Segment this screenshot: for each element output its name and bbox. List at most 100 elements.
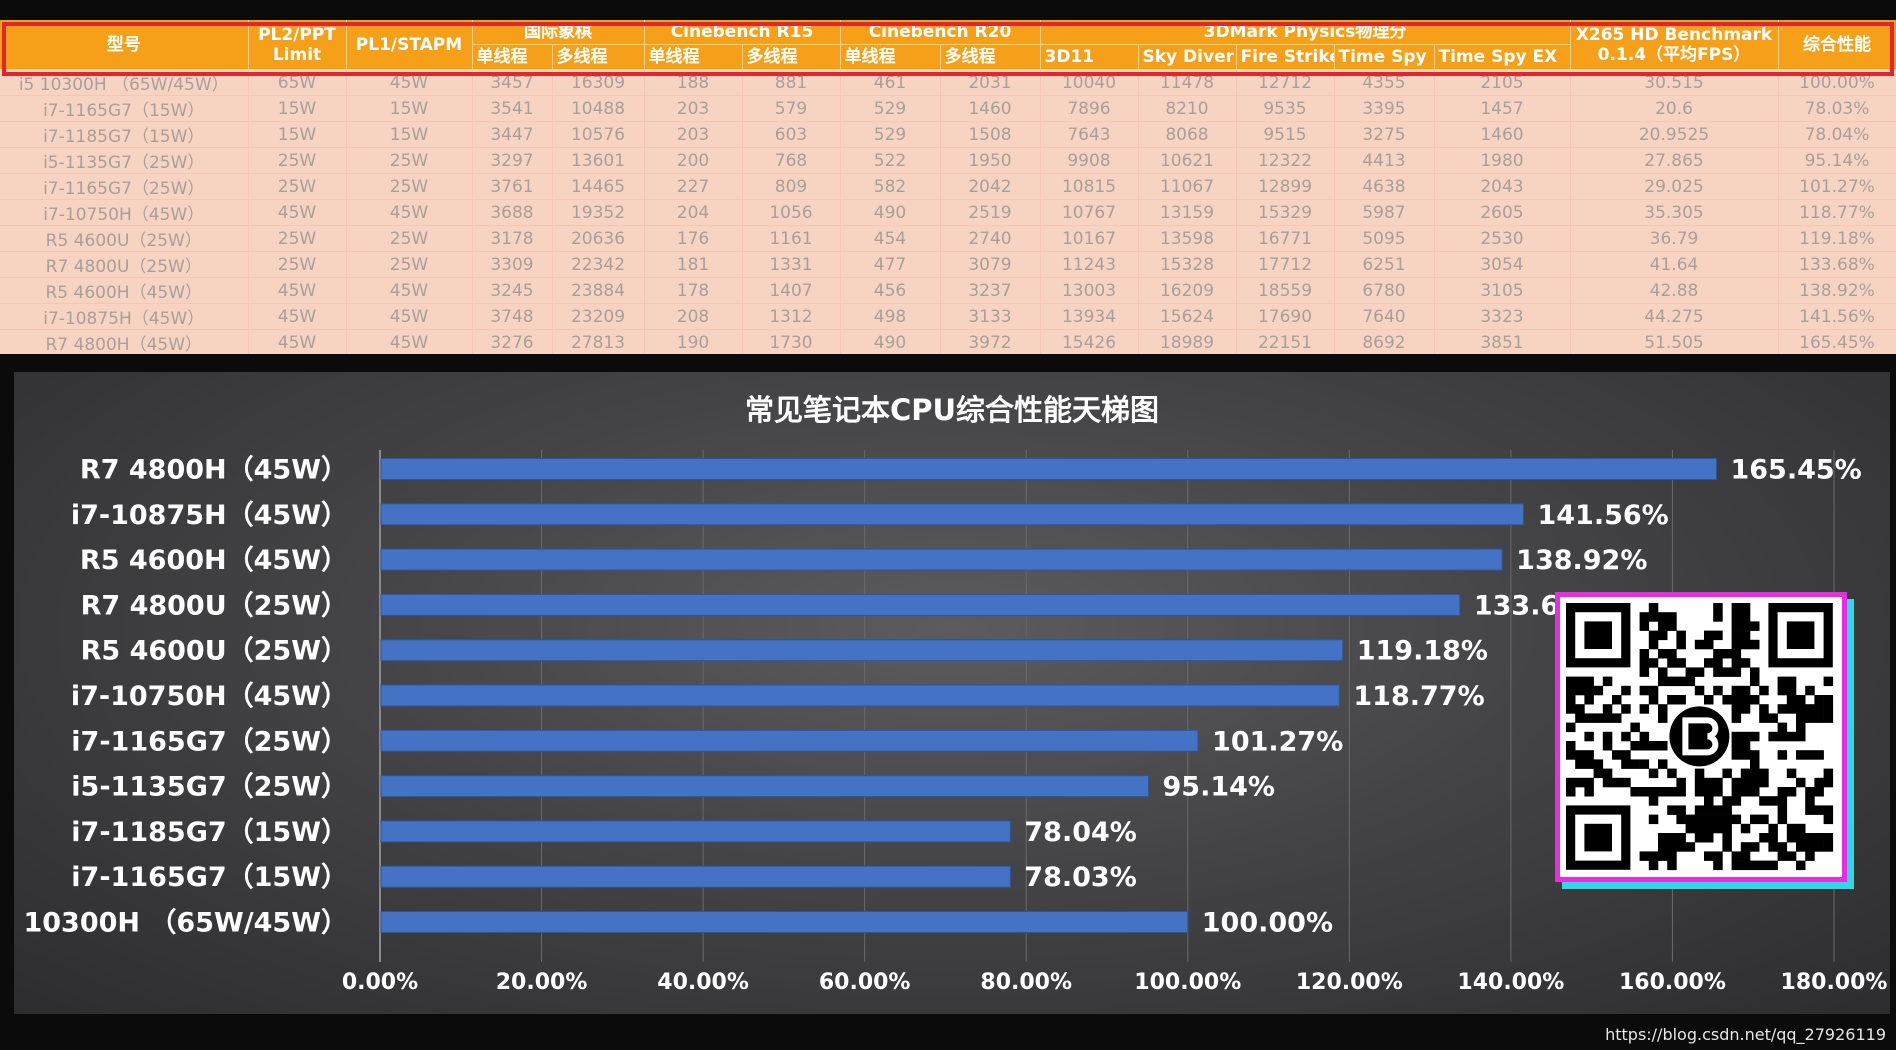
table-subheader-cell: 多线程 [742,44,841,70]
table-cell: 15W [248,121,347,148]
table-cell: 78.03% [1778,95,1896,122]
table-cell: 4638 [1334,173,1435,200]
qr-code-icon [1566,603,1834,871]
table-cell: 25W [248,173,347,200]
data-label: 119.18% [1357,636,1488,667]
data-label: 101.27% [1212,726,1343,757]
data-label: 100.00% [1202,908,1333,939]
table-cell: 2605 [1434,199,1571,226]
benchmark-table: 型号 PL2/PPT Limit PL1/STAPM 国际象棋 Cinebench R1… [0,20,1896,354]
table-cell: 603 [742,121,841,148]
table-cell: 2043 [1434,173,1571,200]
data-label: 78.04% [1024,817,1136,848]
table-cell: 8068 [1138,121,1237,148]
table-cell: 1460 [1434,121,1571,148]
table-cell: 3541 [472,95,553,122]
table-cell: 11067 [1138,173,1237,200]
table-cell: 3245 [472,277,553,304]
table-cell: 1730 [742,329,841,354]
table-cell: 3851 [1434,329,1571,354]
table-cell: 454 [840,225,941,252]
table-header-row-1: 型号 PL2/PPT Limit PL1/STAPM 国际象棋 Cinebench R1… [0,20,1896,70]
table-cell: 20.9525 [1570,121,1779,148]
table-cell: 36.79 [1570,225,1779,252]
table-header-cell: X265 HD Benchmark 0.1.4（平均FPS） [1570,20,1779,70]
table-cell: 1950 [940,147,1041,174]
table-cell: 10621 [1138,147,1237,174]
table-cell: 2740 [940,225,1041,252]
table-cell: 15624 [1138,303,1237,330]
table-cell: 2530 [1434,225,1571,252]
table-cell: 227 [644,173,743,200]
bar [380,775,1150,798]
table-cell: 461 [840,69,941,96]
table-cell: 3054 [1434,251,1571,278]
table-header-cell: PL2/PPT Limit [248,20,347,70]
table-cell: 13003 [1040,277,1139,304]
table-row: i7-1165G7（15W） 15W 15W 3541 10488 203 579 529 14… [0,95,1896,122]
table-cell: 23884 [552,277,645,304]
table-cell: 2031 [940,69,1041,96]
qr-finder-pattern [1768,603,1833,668]
table-cell: 208 [644,303,743,330]
table-cell: 65W [248,69,347,96]
table-cell: 10167 [1040,225,1139,252]
table-cell: 15426 [1040,329,1139,354]
table-cell: 8692 [1334,329,1435,354]
table-cell: 18989 [1138,329,1237,354]
table-cell: 13601 [552,147,645,174]
table-row: i7-10750H（45W） 45W 45W 3688 19352 204 1056 490 2… [0,199,1896,226]
table-body: i5 10300H （65W/45W） 65W 45W 3457 16309 188 881… [0,69,1896,354]
x-tick-label: 160.00% [1619,970,1726,995]
table-cell: 10576 [552,121,645,148]
bar-chart: 常见笔记本CPU综合性能天梯图 165.45% R7 4800H（45W） 141.5… [14,393,1887,995]
table-subheader-cell: Fire Strike [1236,44,1335,70]
table-cell: 10488 [552,95,645,122]
table-cell: 3748 [472,303,553,330]
table-cell: 768 [742,147,841,174]
table-subheader-cell: 单线程 [644,44,743,70]
bar [380,865,1011,888]
table-cell: 203 [644,95,743,122]
table-cell: 12899 [1236,173,1335,200]
table-cell: 1407 [742,277,841,304]
qr-logo-icon [1669,706,1730,767]
table-cell: 13934 [1040,303,1139,330]
table-subheader-cell: 3D11 [1040,44,1139,70]
table-cell: 29.025 [1570,173,1779,200]
table-cell: 119.18% [1778,225,1896,252]
bar [380,911,1189,933]
table-cell: R5 4600H（45W） [0,277,249,304]
table-cell: 5095 [1334,225,1435,252]
table-cell: 25W [248,225,347,252]
table-cell: i7-10750H（45W） [0,199,249,226]
x-tick-label: 100.00% [1134,970,1241,995]
table-cell: 1980 [1434,147,1571,174]
table-cell: i7-10875H（45W） [0,303,249,330]
table-row: R7 4800U（25W） 25W 25W 3309 22342 181 1331 477 30… [0,251,1896,278]
table-header-cell: 型号 [0,20,249,70]
table-cell: 14465 [552,173,645,200]
bar [380,639,1344,662]
table-row: i7-1185G7（15W） 15W 15W 3447 10576 203 603 529 15… [0,121,1896,148]
table-cell: 25W [346,251,473,278]
table-header-cell: 综合性能 [1778,20,1896,70]
table-cell: 178 [644,277,743,304]
data-label: 118.77% [1353,681,1484,712]
qr-modules [1566,603,1834,871]
table-cell: i5 10300H （65W/45W） [0,69,249,96]
table-cell: 3133 [940,303,1041,330]
table-cell: 41.64 [1570,251,1779,278]
x-tick-label: 120.00% [1296,970,1403,995]
table-cell: 1056 [742,199,841,226]
table-cell: i7-1185G7（15W） [0,121,249,148]
table-cell: 19352 [552,199,645,226]
table-subheader-cell: Sky Diver [1138,44,1237,70]
table-cell: 22151 [1236,329,1335,354]
table-cell: 27813 [552,329,645,354]
bar [380,684,1340,707]
table-cell: 22342 [552,251,645,278]
table-header-cell: Cinebench R15 [644,20,841,45]
data-label: 165.45% [1730,455,1861,486]
bar [380,729,1199,752]
